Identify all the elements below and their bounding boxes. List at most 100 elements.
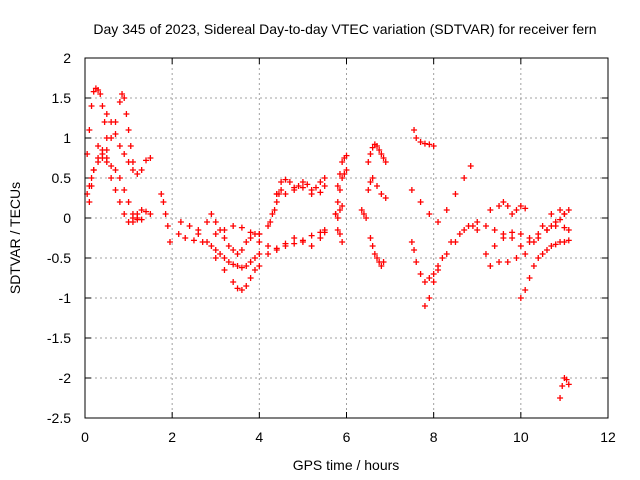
series-arc1 <box>84 85 110 157</box>
y-tick-label: 2 <box>63 50 71 66</box>
data-point <box>265 223 272 229</box>
data-point <box>317 235 324 241</box>
data-point <box>552 219 559 225</box>
data-point <box>182 235 189 241</box>
y-tick-label: 0 <box>63 210 71 226</box>
data-point <box>282 240 289 247</box>
y-tick-label: -1 <box>59 290 72 306</box>
data-point <box>374 183 381 189</box>
data-point <box>121 187 128 193</box>
data-point <box>561 211 568 217</box>
data-point <box>299 239 306 245</box>
data-point <box>561 239 568 245</box>
data-point <box>426 141 433 148</box>
data-point <box>332 211 339 217</box>
data-point <box>95 143 102 149</box>
data-point <box>160 199 167 205</box>
data-point <box>334 199 341 205</box>
data-point <box>334 183 341 189</box>
data-point <box>125 127 132 133</box>
data-point <box>230 261 237 268</box>
data-point <box>282 176 289 183</box>
data-point <box>435 263 442 269</box>
data-point <box>336 231 343 237</box>
data-point <box>543 247 550 253</box>
series-arc17 <box>334 152 350 189</box>
data-point <box>565 381 572 388</box>
data-point <box>467 163 474 169</box>
y-tick-label: 1.5 <box>52 90 72 106</box>
data-point <box>265 243 272 249</box>
data-point <box>378 191 385 197</box>
data-point <box>230 247 237 253</box>
data-point <box>134 216 141 223</box>
data-point <box>552 241 559 248</box>
data-point <box>291 240 298 247</box>
data-point <box>482 223 489 229</box>
data-point <box>134 171 141 177</box>
series-arc4 <box>103 111 154 177</box>
data-point <box>341 171 348 177</box>
data-point <box>116 99 123 105</box>
data-point <box>147 155 154 161</box>
data-point <box>238 264 245 271</box>
data-point <box>374 255 381 261</box>
data-point <box>212 219 219 225</box>
data-point <box>295 183 302 189</box>
data-point <box>363 215 370 221</box>
data-point <box>339 239 346 245</box>
data-point <box>321 175 328 181</box>
data-point <box>374 143 381 149</box>
series-arc16 <box>265 191 282 229</box>
x-tick-label: 4 <box>255 429 263 445</box>
data-point <box>439 255 446 261</box>
data-point <box>304 181 311 188</box>
data-point <box>452 191 459 197</box>
series-arc13 <box>265 229 328 257</box>
series-arc31 <box>482 229 542 257</box>
data-point <box>273 247 280 253</box>
data-point <box>212 247 219 253</box>
series-arc3 <box>86 91 136 205</box>
series-arc8 <box>175 231 263 271</box>
data-point <box>421 279 428 285</box>
x-tick-label: 8 <box>430 429 438 445</box>
series-arc27 <box>408 239 442 285</box>
data-point <box>565 207 572 213</box>
data-point <box>334 227 341 233</box>
data-point <box>112 187 119 193</box>
data-point <box>378 263 385 269</box>
data-point <box>380 259 387 265</box>
data-point <box>308 232 315 239</box>
data-point <box>256 263 263 269</box>
series-arc12 <box>256 227 328 252</box>
data-point <box>535 255 542 261</box>
data-point <box>308 243 315 249</box>
data-point <box>321 183 328 189</box>
data-point <box>112 167 119 173</box>
data-point <box>121 211 128 217</box>
data-point <box>539 223 546 229</box>
data-point <box>88 175 95 181</box>
data-point <box>225 243 232 249</box>
data-point <box>190 237 197 244</box>
data-point <box>369 144 376 151</box>
data-point <box>513 255 520 261</box>
data-point <box>212 255 219 261</box>
data-point <box>99 103 106 109</box>
y-axis-label: SDTVAR / TECUs <box>7 182 23 294</box>
data-point <box>116 175 123 181</box>
data-point <box>251 267 258 273</box>
data-point <box>212 231 219 237</box>
data-point <box>125 199 132 205</box>
data-point <box>334 215 341 221</box>
data-point <box>509 211 516 217</box>
data-point <box>143 208 150 215</box>
data-point <box>162 211 169 217</box>
data-point <box>487 263 494 269</box>
data-point <box>101 119 108 125</box>
data-point <box>513 207 520 213</box>
data-point <box>186 223 193 229</box>
data-point <box>430 279 437 285</box>
data-point <box>452 239 459 245</box>
